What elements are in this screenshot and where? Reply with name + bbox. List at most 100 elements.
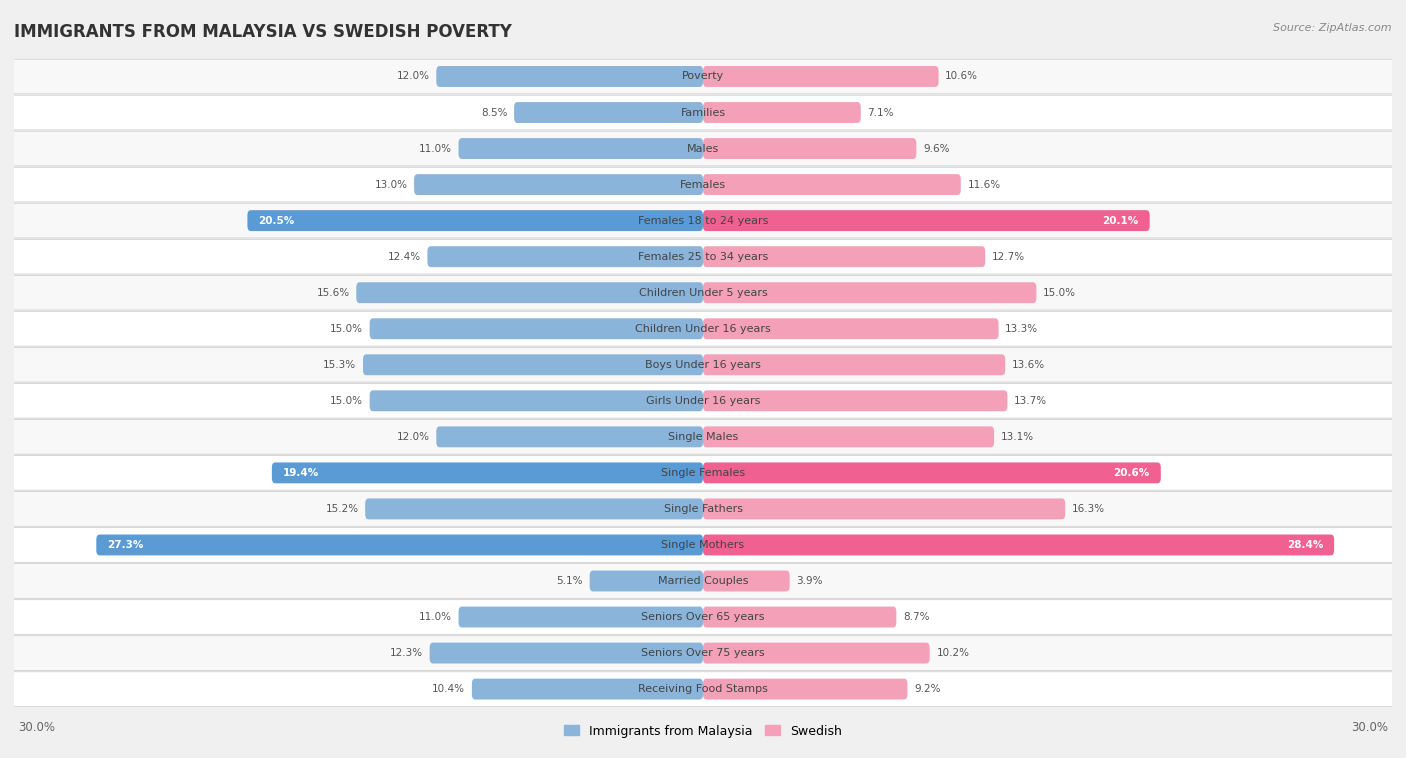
FancyBboxPatch shape <box>472 678 703 700</box>
FancyBboxPatch shape <box>436 427 703 447</box>
Text: 12.0%: 12.0% <box>396 432 430 442</box>
FancyBboxPatch shape <box>247 210 703 231</box>
Text: 19.4%: 19.4% <box>283 468 319 478</box>
Text: Single Males: Single Males <box>668 432 738 442</box>
Text: 10.6%: 10.6% <box>945 71 979 81</box>
FancyBboxPatch shape <box>703 210 1150 231</box>
Text: 11.0%: 11.0% <box>419 612 451 622</box>
Text: Source: ZipAtlas.com: Source: ZipAtlas.com <box>1274 23 1392 33</box>
Text: 8.7%: 8.7% <box>903 612 929 622</box>
FancyBboxPatch shape <box>427 246 703 267</box>
FancyBboxPatch shape <box>703 427 994 447</box>
FancyBboxPatch shape <box>703 138 917 159</box>
Text: Females 18 to 24 years: Females 18 to 24 years <box>638 215 768 226</box>
Text: 15.0%: 15.0% <box>330 396 363 406</box>
FancyBboxPatch shape <box>703 318 998 339</box>
Text: Single Fathers: Single Fathers <box>664 504 742 514</box>
FancyBboxPatch shape <box>703 462 1161 484</box>
FancyBboxPatch shape <box>271 462 703 484</box>
FancyBboxPatch shape <box>703 678 907 700</box>
FancyBboxPatch shape <box>3 528 1403 562</box>
Text: 27.3%: 27.3% <box>107 540 143 550</box>
FancyBboxPatch shape <box>3 312 1403 346</box>
FancyBboxPatch shape <box>703 571 790 591</box>
Text: 15.3%: 15.3% <box>323 360 356 370</box>
Text: Children Under 5 years: Children Under 5 years <box>638 288 768 298</box>
Text: Single Females: Single Females <box>661 468 745 478</box>
FancyBboxPatch shape <box>3 347 1403 382</box>
FancyBboxPatch shape <box>703 534 1334 556</box>
Text: 8.5%: 8.5% <box>481 108 508 117</box>
Text: 20.6%: 20.6% <box>1114 468 1150 478</box>
Text: Seniors Over 65 years: Seniors Over 65 years <box>641 612 765 622</box>
Text: 7.1%: 7.1% <box>868 108 894 117</box>
Text: 20.5%: 20.5% <box>259 215 295 226</box>
FancyBboxPatch shape <box>3 384 1403 418</box>
FancyBboxPatch shape <box>366 499 703 519</box>
FancyBboxPatch shape <box>370 318 703 339</box>
Text: 13.6%: 13.6% <box>1012 360 1045 370</box>
FancyBboxPatch shape <box>589 571 703 591</box>
Text: 12.4%: 12.4% <box>388 252 420 262</box>
Text: 28.4%: 28.4% <box>1286 540 1323 550</box>
Text: 9.2%: 9.2% <box>914 684 941 694</box>
Text: Girls Under 16 years: Girls Under 16 years <box>645 396 761 406</box>
FancyBboxPatch shape <box>3 672 1403 706</box>
Text: 12.0%: 12.0% <box>396 71 430 81</box>
FancyBboxPatch shape <box>3 492 1403 526</box>
FancyBboxPatch shape <box>3 600 1403 634</box>
FancyBboxPatch shape <box>96 534 703 556</box>
Text: Children Under 16 years: Children Under 16 years <box>636 324 770 334</box>
Text: Single Mothers: Single Mothers <box>661 540 745 550</box>
FancyBboxPatch shape <box>3 168 1403 202</box>
FancyBboxPatch shape <box>703 499 1066 519</box>
FancyBboxPatch shape <box>703 282 1036 303</box>
FancyBboxPatch shape <box>3 96 1403 130</box>
Text: Boys Under 16 years: Boys Under 16 years <box>645 360 761 370</box>
Text: Families: Families <box>681 108 725 117</box>
Text: 3.9%: 3.9% <box>796 576 823 586</box>
Text: 5.1%: 5.1% <box>557 576 583 586</box>
Text: 13.0%: 13.0% <box>374 180 408 190</box>
Legend: Immigrants from Malaysia, Swedish: Immigrants from Malaysia, Swedish <box>560 719 846 743</box>
FancyBboxPatch shape <box>703 354 1005 375</box>
Text: Females: Females <box>681 180 725 190</box>
FancyBboxPatch shape <box>430 643 703 663</box>
Text: 12.7%: 12.7% <box>991 252 1025 262</box>
Text: Receiving Food Stamps: Receiving Food Stamps <box>638 684 768 694</box>
Text: 9.6%: 9.6% <box>922 143 949 154</box>
FancyBboxPatch shape <box>3 419 1403 454</box>
FancyBboxPatch shape <box>703 174 960 195</box>
Text: 12.3%: 12.3% <box>389 648 423 658</box>
Text: Married Couples: Married Couples <box>658 576 748 586</box>
Text: Males: Males <box>688 143 718 154</box>
Text: 20.1%: 20.1% <box>1102 215 1139 226</box>
FancyBboxPatch shape <box>703 643 929 663</box>
Text: 15.0%: 15.0% <box>330 324 363 334</box>
Text: Poverty: Poverty <box>682 71 724 81</box>
FancyBboxPatch shape <box>3 275 1403 310</box>
FancyBboxPatch shape <box>370 390 703 412</box>
FancyBboxPatch shape <box>703 390 1008 412</box>
FancyBboxPatch shape <box>3 59 1403 94</box>
FancyBboxPatch shape <box>3 564 1403 598</box>
Text: 10.2%: 10.2% <box>936 648 969 658</box>
FancyBboxPatch shape <box>3 240 1403 274</box>
Text: IMMIGRANTS FROM MALAYSIA VS SWEDISH POVERTY: IMMIGRANTS FROM MALAYSIA VS SWEDISH POVE… <box>14 23 512 41</box>
Text: 15.6%: 15.6% <box>316 288 350 298</box>
FancyBboxPatch shape <box>436 66 703 87</box>
Text: 15.0%: 15.0% <box>1043 288 1076 298</box>
Text: 11.0%: 11.0% <box>419 143 451 154</box>
Text: 13.1%: 13.1% <box>1001 432 1033 442</box>
Text: 15.2%: 15.2% <box>325 504 359 514</box>
FancyBboxPatch shape <box>515 102 703 123</box>
Text: Females 25 to 34 years: Females 25 to 34 years <box>638 252 768 262</box>
Text: 16.3%: 16.3% <box>1071 504 1105 514</box>
FancyBboxPatch shape <box>3 131 1403 166</box>
FancyBboxPatch shape <box>703 606 897 628</box>
FancyBboxPatch shape <box>3 456 1403 490</box>
FancyBboxPatch shape <box>703 246 986 267</box>
FancyBboxPatch shape <box>703 66 939 87</box>
Text: 13.3%: 13.3% <box>1005 324 1039 334</box>
Text: 10.4%: 10.4% <box>432 684 465 694</box>
